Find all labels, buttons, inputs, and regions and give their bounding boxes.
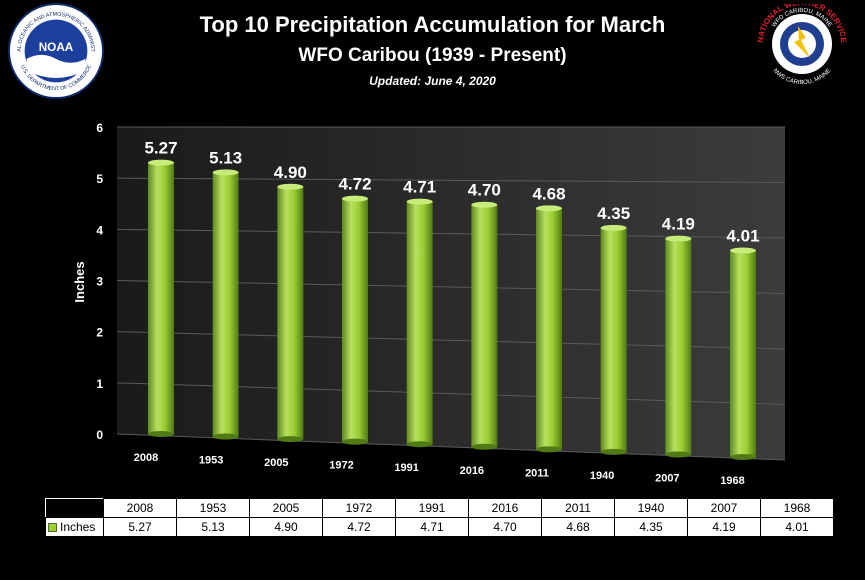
data-table-header-row: 2008 1953 2005 1972 1991 2016 2011 1940 2007 1968 — [45, 498, 834, 518]
x-tick-label: 1991 — [394, 462, 418, 474]
data-table-corner — [45, 498, 104, 518]
y-axis-ticks: 0 1 2 3 4 5 6 — [96, 121, 103, 442]
x-tick-label: 1953 — [199, 455, 223, 467]
chart-subtitle: WFO Caribou (1939 - Present) — [298, 45, 567, 66]
bar-2011 — [536, 205, 562, 453]
table-value-cell: 4.19 — [687, 517, 761, 537]
x-tick-label: 2008 — [134, 452, 158, 464]
y-tick-label: 3 — [96, 275, 103, 289]
x-tick-label: 2007 — [655, 472, 679, 484]
table-value-cell: 5.27 — [103, 517, 177, 537]
bar-2016 — [471, 201, 498, 450]
bar-1968 — [730, 247, 756, 460]
y-tick-label: 1 — [96, 377, 103, 391]
nws-logo: WFO CARIBOU, MAINE NATIONAL WEATHER SERV… — [756, 4, 848, 84]
table-header-cell: 1972 — [322, 498, 396, 518]
y-tick-label: 5 — [96, 172, 103, 186]
table-value-cell: 5.13 — [176, 517, 250, 537]
table-header-cell: 1991 — [395, 498, 469, 518]
y-tick-label: 0 — [96, 428, 103, 442]
table-header-cell: 2016 — [468, 498, 542, 518]
data-label: 5.27 — [144, 139, 177, 158]
table-value-cell: 4.71 — [395, 517, 469, 537]
data-label: 4.71 — [403, 178, 436, 197]
noaa-logo: NOAA NATIONAL OCEANIC AND ATMOSPHERIC AD… — [7, 2, 105, 100]
data-label: 4.19 — [662, 215, 695, 234]
data-table-series-label: Inches — [45, 517, 104, 537]
bar-1953 — [212, 169, 239, 440]
bar-2008 — [148, 159, 174, 437]
table-header-cell: 1968 — [760, 498, 834, 518]
data-table: 2008 1953 2005 1972 1991 2016 2011 1940 2007 1968… — [45, 498, 834, 537]
x-axis-labels: 2008 1953 2005 1972 1991 2016 2011 1940 2007 1968 — [134, 452, 745, 487]
table-value-cell: 4.70 — [468, 517, 542, 537]
y-tick-label: 4 — [96, 223, 103, 237]
data-label: 4.01 — [726, 226, 759, 245]
x-tick-label: 1972 — [329, 460, 353, 472]
bar-2005 — [277, 183, 304, 443]
bar-1991 — [406, 198, 433, 448]
chart-title: Top 10 Precipitation Accumulation for Ma… — [199, 12, 666, 37]
table-header-cell: 2008 — [103, 498, 177, 518]
table-header-cell: 1953 — [176, 498, 250, 518]
table-header-cell: 1940 — [614, 498, 688, 518]
data-label: 4.72 — [338, 175, 371, 194]
data-label: 4.90 — [274, 163, 307, 182]
data-label: 5.13 — [209, 148, 242, 167]
x-tick-label: 2016 — [460, 465, 484, 477]
bar-1972 — [342, 195, 368, 445]
table-header-cell: 2007 — [687, 498, 761, 518]
data-label: 4.68 — [532, 184, 565, 203]
y-tick-label: 2 — [96, 326, 103, 340]
table-value-cell: 4.35 — [614, 517, 688, 537]
bar-2007 — [665, 235, 692, 458]
x-tick-label: 1968 — [720, 475, 744, 487]
updated-date: Updated: June 4, 2020 — [369, 74, 496, 88]
data-table-value-row: Inches 5.27 5.13 4.90 4.72 4.71 4.70 4.68 4.35 4.… — [45, 517, 834, 537]
table-value-cell: 4.90 — [249, 517, 323, 537]
table-value-cell: 4.72 — [322, 517, 396, 537]
data-label: 4.35 — [597, 204, 630, 223]
x-tick-label: 2011 — [525, 467, 549, 479]
y-tick-label: 6 — [96, 121, 103, 135]
table-value-cell: 4.68 — [541, 517, 615, 537]
table-value-cell: 4.01 — [760, 517, 834, 537]
bar-chart: 0 1 2 3 4 5 6 Inches 5.27 5.13 4.90 4.72 4.71 4.70 4… — [72, 121, 786, 487]
bar-1940 — [600, 224, 627, 455]
x-tick-label: 1940 — [590, 470, 614, 482]
legend-swatch — [48, 523, 57, 533]
y-axis-label: Inches — [72, 261, 87, 302]
bars: 5.27 5.13 4.90 4.72 4.71 4.70 4.68 4.35 4.19 4.01 — [144, 139, 760, 460]
x-tick-label: 2005 — [264, 457, 288, 469]
noaa-logo-text: NOAA — [39, 41, 74, 54]
table-header-cell: 2005 — [249, 498, 323, 518]
data-label: 4.70 — [468, 181, 501, 200]
table-header-cell: 2011 — [541, 498, 615, 518]
